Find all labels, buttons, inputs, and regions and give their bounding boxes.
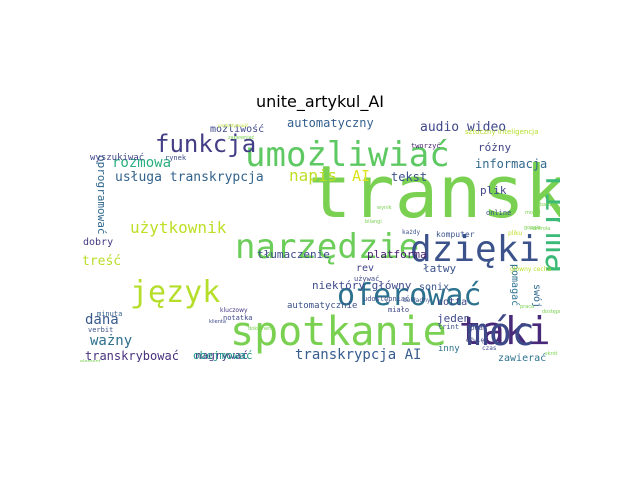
- word-63: klienta: [209, 319, 226, 325]
- word-19: różny: [478, 141, 511, 154]
- word-42: inny: [438, 344, 460, 354]
- word-23: tłumaczenie: [257, 248, 330, 261]
- word-31: dobry: [83, 237, 113, 248]
- word-26: ważny: [90, 333, 132, 349]
- word-37: pomagać: [509, 264, 521, 306]
- word-59: udostępniać: [363, 295, 409, 303]
- word-4: taki: [459, 309, 551, 353]
- word-69: bilangi: [365, 219, 382, 225]
- word-58: czas: [482, 345, 497, 352]
- word-47: notatka: [223, 314, 253, 322]
- word-65: zapewniać: [228, 134, 255, 141]
- word-60: miało: [388, 306, 409, 314]
- word-41: sonix: [419, 282, 449, 293]
- word-70: wynik: [377, 205, 392, 211]
- word-cloud: transkrypcja spotkanie umożliwiać narzędzie…: [80, 119, 560, 362]
- word-49: verbit: [88, 326, 113, 334]
- word-33: wyszukiwać: [90, 152, 144, 163]
- word-77: model: [525, 210, 541, 216]
- word-61: sztuczny inteligencja: [465, 128, 538, 136]
- word-22: platforma: [367, 248, 427, 261]
- word-40: notta: [437, 297, 467, 308]
- word-75: bardzo: [540, 202, 557, 208]
- word-3: narzędzie: [235, 227, 419, 267]
- word-0: transkrypcja: [308, 150, 560, 234]
- word-10: funkcja: [155, 130, 256, 158]
- word-17: audio wideo: [420, 120, 506, 135]
- word-20: tekst: [391, 170, 427, 184]
- word-71: kontrola: [530, 226, 550, 232]
- word-8: dzięki: [410, 229, 540, 270]
- word-32: oprogramować: [95, 155, 108, 234]
- word-54: tworzyć: [411, 142, 441, 150]
- word-46: komputer: [436, 230, 475, 239]
- word-55: trint: [438, 323, 459, 331]
- word-62: dokładny: [403, 297, 431, 304]
- word-73: element: [80, 359, 101, 362]
- word-64: kluczowy: [220, 307, 248, 314]
- word-67: pliku: [508, 230, 522, 237]
- word-1: spotkanie: [230, 309, 447, 355]
- word-2: umożliwiać: [245, 135, 450, 175]
- word-21: plik: [480, 184, 507, 197]
- word-11: rozmowa: [112, 155, 171, 171]
- word-52: online: [486, 209, 511, 217]
- word-34: możliwość: [210, 123, 264, 135]
- word-29: obejmować: [193, 349, 253, 362]
- word-24: nagrywać: [195, 349, 248, 362]
- word-48: minuta: [97, 310, 122, 318]
- word-66: produktywność: [218, 123, 248, 128]
- word-78: google: [524, 225, 541, 231]
- word-39: jeden: [437, 312, 470, 325]
- word-43: zawierać: [498, 352, 546, 362]
- word-12: użytkownik: [130, 218, 227, 237]
- word-14: napis: [289, 166, 337, 185]
- word-79: skrót: [545, 350, 558, 357]
- word-28: transkrybować: [85, 349, 179, 362]
- word-25: transkrypcja AI: [295, 347, 421, 362]
- word-51: każdy: [402, 229, 420, 236]
- word-38: swój: [531, 284, 543, 308]
- word-53: rynek: [165, 154, 187, 162]
- word-68: główny cecha: [510, 266, 551, 273]
- word-74: dostępny: [542, 309, 560, 315]
- word-6: język: [130, 275, 220, 310]
- word-44: automatycznie: [287, 301, 357, 311]
- word-9: móc: [466, 310, 535, 354]
- word-57: dźwięk: [466, 337, 488, 344]
- word-30: treść: [82, 254, 121, 269]
- word-7: oferować: [337, 278, 482, 313]
- word-16: automatyczny: [287, 119, 374, 130]
- chart-title: unite_artykul_AI: [256, 92, 384, 111]
- word-72: dokument: [248, 326, 273, 332]
- word-18: informacja: [475, 157, 547, 171]
- word-36: łatwy: [423, 262, 456, 275]
- word-76: praca: [520, 304, 534, 310]
- word-15: AI: [352, 167, 370, 185]
- word-13: usługa transkrypcja: [115, 170, 264, 185]
- word-50: używać: [354, 275, 379, 283]
- word-56: speak: [466, 324, 488, 332]
- word-5: firma: [537, 171, 560, 273]
- word-45: rev: [356, 263, 374, 274]
- word-27: dana: [85, 312, 119, 328]
- word-35: niektóry główny: [312, 279, 412, 292]
